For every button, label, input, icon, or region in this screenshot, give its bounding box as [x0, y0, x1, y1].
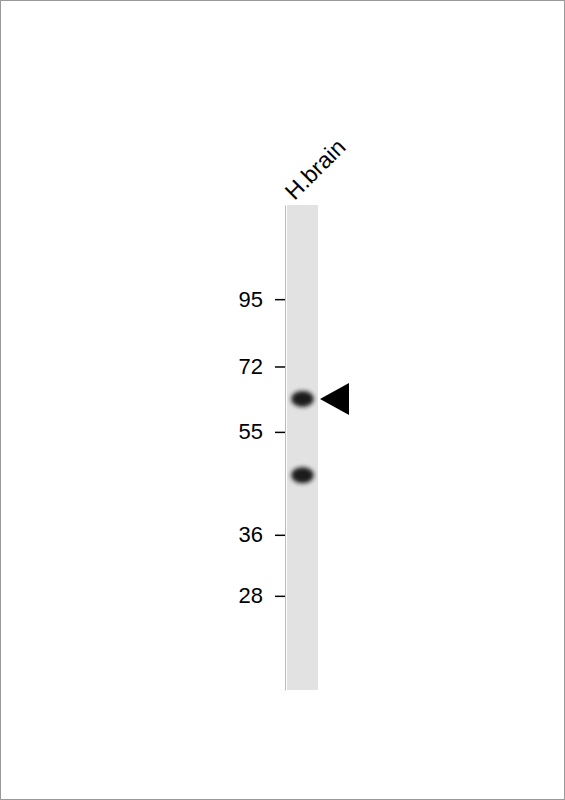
tick-mark: [275, 299, 285, 301]
tick-mark: [275, 432, 285, 434]
tick-mark: [275, 366, 285, 368]
tick-mark: [275, 596, 285, 598]
figure: 28 36 55 72 95 H.brain: [0, 0, 565, 800]
lane-label: H.brain: [280, 134, 351, 205]
frame: [1, 1, 565, 800]
tick: 28: [239, 583, 285, 608]
y-axis: 28 36 55 72 95: [239, 206, 286, 691]
band: [291, 467, 313, 483]
tick-label: 95: [239, 287, 263, 312]
tick-label: 72: [239, 354, 263, 379]
tick: 55: [239, 419, 285, 444]
tick-label: 55: [239, 419, 263, 444]
plot-area: [287, 205, 318, 690]
band: [291, 391, 313, 407]
tick: 36: [239, 522, 285, 547]
tick-mark: [275, 535, 285, 537]
lane: [287, 205, 318, 690]
tick: 72: [239, 354, 285, 379]
axis-line: [285, 206, 286, 691]
tick-label: 36: [239, 522, 263, 547]
band-arrow: [320, 383, 349, 415]
tick-label: 28: [239, 583, 263, 608]
tick: 95: [239, 287, 285, 312]
